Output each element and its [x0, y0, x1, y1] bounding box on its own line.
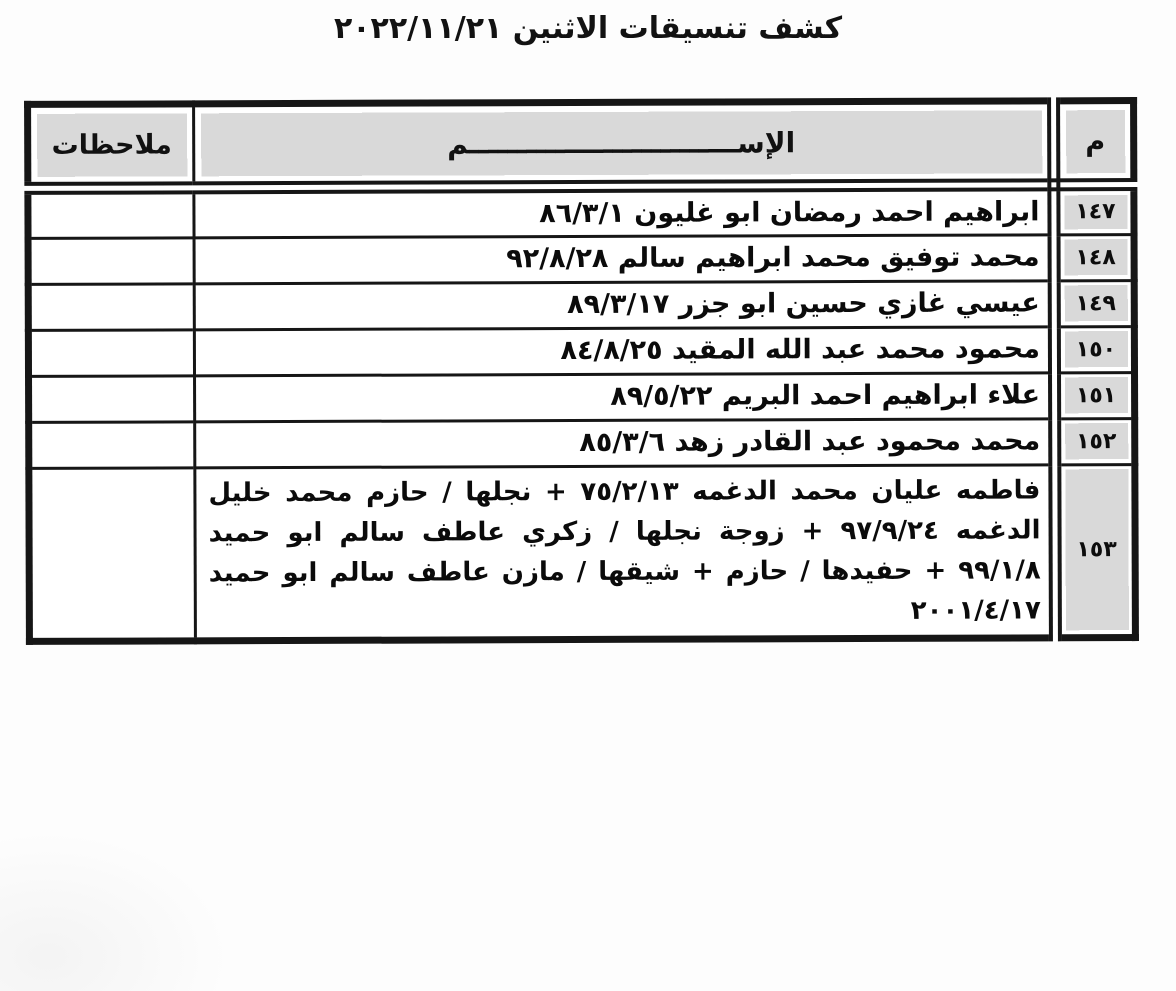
header-cell-notes: ملاحظات	[27, 103, 194, 189]
cell-name: ابراهيم احمد رمضان ابو غليون ٨٦/٣/١	[193, 184, 1055, 238]
cell-notes	[28, 375, 195, 423]
table-row: ١٤٩ عيسي غازي حسين ابو جزر ٨٩/٣/١٧	[28, 280, 1135, 331]
coordination-table: م الإســــــــــــــــــــــــــــم ملاح…	[24, 97, 1139, 645]
header-cell-number: م	[1053, 100, 1134, 185]
cell-name: محمد توفيق محمد ابراهيم سالم ٩٢/٨/٢٨	[194, 234, 1055, 284]
cell-number: ١٤٧	[1053, 184, 1135, 235]
cell-name: عيسي غازي حسين ابو جزر ٨٩/٣/١٧	[194, 280, 1055, 330]
cell-notes	[28, 329, 195, 377]
cell-notes	[28, 237, 195, 285]
coordination-table-wrap: م الإســــــــــــــــــــــــــــم ملاح…	[24, 97, 1139, 645]
header-row: م الإســــــــــــــــــــــــــــم ملاح…	[27, 100, 1134, 189]
cell-number: ١٥٠	[1054, 326, 1135, 373]
table-row: ١٤٨ محمد توفيق محمد ابراهيم سالم ٩٢/٨/٢٨	[28, 234, 1135, 285]
cell-number: ١٤٨	[1054, 234, 1135, 281]
table-row: ١٥٣ فاطمه عليان محمد الدغمه ٧٥/٢/١٣ + نج…	[28, 464, 1136, 642]
cell-number: ١٤٩	[1054, 280, 1135, 327]
table-row: ١٤٧ ابراهيم احمد رمضان ابو غليون ٨٦/٣/١	[27, 184, 1135, 239]
cell-name: محمود محمد عبد الله المقيد ٨٤/٨/٢٥	[194, 326, 1055, 376]
cell-number: ١٥٣	[1054, 464, 1136, 638]
table-row: ١٥١ علاء ابراهيم احمد البريم ٨٩/٥/٢٢	[28, 372, 1135, 423]
cell-notes	[28, 421, 195, 469]
scan-smudge	[0, 831, 230, 991]
cell-name: علاء ابراهيم احمد البريم ٨٩/٥/٢٢	[194, 372, 1055, 422]
cell-notes	[27, 187, 195, 239]
cell-notes	[28, 467, 196, 642]
cell-notes	[28, 283, 195, 331]
cell-name: فاطمه عليان محمد الدغمه ٧٥/٢/١٣ + نجلها …	[194, 464, 1056, 641]
cell-number: ١٥٢	[1054, 418, 1135, 465]
table-row: ١٥٠ محمود محمد عبد الله المقيد ٨٤/٨/٢٥	[28, 326, 1135, 377]
header-cell-name: الإســــــــــــــــــــــــــــم	[193, 100, 1054, 188]
cell-number: ١٥١	[1054, 372, 1135, 419]
table-row: ١٥٢ محمد محمود عبد القادر زهد ٨٥/٣/٦	[28, 418, 1135, 469]
page-title: كشف تنسيقات الاثنين ٢٠٢٢/١١/٢١	[333, 11, 843, 46]
cell-name: محمد محمود عبد القادر زهد ٨٥/٣/٦	[194, 418, 1055, 468]
